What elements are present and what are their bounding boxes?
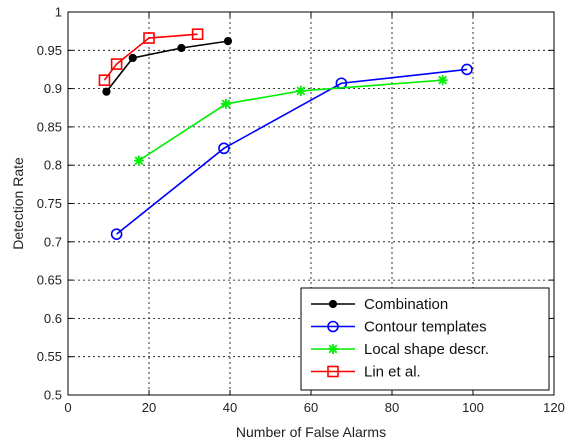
series-line-contour-templates	[116, 68, 468, 235]
data-point-combination	[128, 53, 137, 63]
star-stroke	[328, 344, 338, 354]
data-point-local-shape-descr	[437, 75, 448, 86]
legend-box	[300, 287, 550, 391]
series-line-local-shape-descr	[138, 79, 443, 162]
y-axis-title: Detection Rate	[10, 157, 26, 250]
legend-entry-lin-et-al: Lin et al.	[311, 364, 421, 381]
y-tick-label: 0.55	[37, 349, 62, 364]
axis-ticks: 0 20 40 60 80 100 120 0.5 0.55 0.6 0.65 0.7 0.75 0.8 0…	[37, 5, 565, 416]
data-point-combination	[102, 87, 111, 96]
y-tick-label: 0.5	[44, 388, 62, 403]
data-point-lin-et-al	[110, 58, 123, 70]
data-point-local-shape-descr	[133, 155, 144, 166]
series-line-combination	[105, 40, 229, 93]
data-point-contour-templates	[110, 228, 123, 240]
x-tick-label: 20	[142, 400, 156, 415]
x-tick-label: 0	[64, 400, 71, 415]
y-tick-label: 0.65	[37, 273, 62, 288]
y-tick-label: 0.85	[37, 119, 62, 134]
legend-swatch-marker	[327, 320, 339, 333]
x-tick-label: 100	[462, 400, 484, 415]
legend-entry-combination: Combination	[311, 296, 448, 313]
x-tick-label: 40	[223, 400, 237, 415]
data-point-combination	[177, 43, 186, 53]
data-point-lin-et-al	[98, 74, 111, 86]
legend-swatch-marker	[327, 365, 339, 378]
data-point-lin-et-al	[143, 32, 155, 44]
legend: Combination Contour templates Local shape …	[300, 287, 550, 391]
legend-label: Contour templates	[364, 319, 487, 336]
y-tick-label: 0.9	[44, 81, 62, 96]
series-line-lin-et-al	[103, 33, 198, 81]
star-stroke	[221, 99, 231, 109]
y-tick-label: 0.6	[44, 311, 62, 326]
legend-entry-local-shape-descr: Local shape descr.	[311, 341, 489, 358]
data-point-local-shape-descr	[220, 98, 231, 109]
series-lin-et-al	[98, 28, 204, 86]
data-point-local-shape-descr	[295, 85, 306, 96]
data-point-lin-et-al	[191, 28, 204, 41]
legend-label: Lin et al.	[364, 364, 421, 381]
data-point-combination	[223, 37, 233, 46]
data-point-contour-templates	[218, 142, 230, 155]
y-tick-label: 0.75	[37, 196, 62, 211]
x-tick-label: 60	[304, 400, 318, 415]
x-tick-label: 80	[385, 400, 399, 415]
series-combination	[102, 37, 233, 96]
series-local-shape-descr	[133, 75, 448, 166]
y-tick-label: 0.95	[37, 43, 62, 58]
x-tick-label: 120	[543, 400, 565, 415]
y-tick-label: 0.7	[44, 234, 62, 249]
legend-swatch-marker	[328, 344, 338, 354]
x-axis-title: Number of False Alarms	[236, 424, 386, 440]
legend-label: Local shape descr.	[364, 341, 489, 358]
legend-swatch-marker	[328, 299, 338, 309]
legend-entry-contour-templates: Contour templates	[311, 319, 487, 336]
star-stroke	[134, 156, 144, 165]
y-tick-label: 1	[55, 5, 62, 20]
series-contour-templates	[110, 63, 473, 240]
star-stroke	[296, 86, 306, 96]
data-series	[98, 28, 473, 240]
y-tick-label: 0.8	[44, 158, 62, 173]
data-point-contour-templates	[461, 63, 473, 76]
star-stroke	[438, 75, 448, 85]
legend-label: Combination	[364, 296, 448, 313]
